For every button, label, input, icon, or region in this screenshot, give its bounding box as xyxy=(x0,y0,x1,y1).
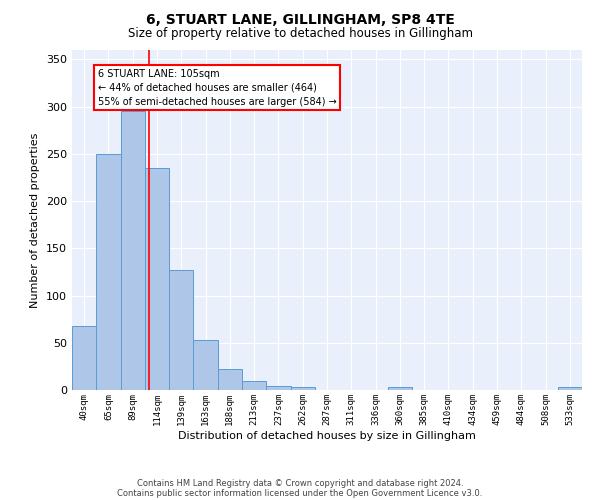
Text: 6 STUART LANE: 105sqm
← 44% of detached houses are smaller (464)
55% of semi-det: 6 STUART LANE: 105sqm ← 44% of detached … xyxy=(97,69,336,107)
Bar xyxy=(388,387,412,390)
Bar xyxy=(145,168,169,390)
Text: Size of property relative to detached houses in Gillingham: Size of property relative to detached ho… xyxy=(128,28,473,40)
Bar xyxy=(121,112,145,390)
Bar xyxy=(169,270,193,390)
Bar xyxy=(266,386,290,390)
Y-axis label: Number of detached properties: Number of detached properties xyxy=(31,132,40,308)
Text: 6, STUART LANE, GILLINGHAM, SP8 4TE: 6, STUART LANE, GILLINGHAM, SP8 4TE xyxy=(146,12,454,26)
X-axis label: Distribution of detached houses by size in Gillingham: Distribution of detached houses by size … xyxy=(178,430,476,440)
Bar xyxy=(242,380,266,390)
Text: Contains public sector information licensed under the Open Government Licence v3: Contains public sector information licen… xyxy=(118,488,482,498)
Text: Contains HM Land Registry data © Crown copyright and database right 2024.: Contains HM Land Registry data © Crown c… xyxy=(137,478,463,488)
Bar xyxy=(96,154,121,390)
Bar xyxy=(558,387,582,390)
Bar xyxy=(218,369,242,390)
Bar xyxy=(193,340,218,390)
Bar xyxy=(72,326,96,390)
Bar xyxy=(290,387,315,390)
